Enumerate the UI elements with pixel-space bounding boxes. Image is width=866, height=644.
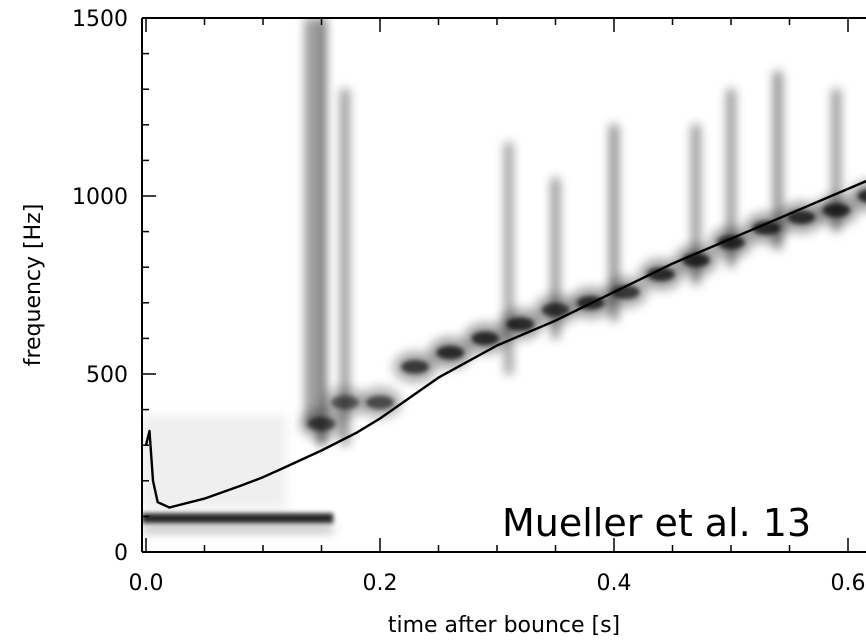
y-tick-label: 1500 [72, 7, 128, 32]
vertical-streak [691, 124, 700, 285]
baseline-band [142, 513, 334, 524]
ridge-blob [857, 189, 866, 203]
vertical-streak [551, 178, 560, 339]
ridge-blob [401, 359, 430, 374]
x-tick-label: 0.4 [597, 571, 632, 596]
y-tick-label: 1000 [72, 185, 128, 210]
vertical-streak [727, 89, 735, 268]
ridge-blob [646, 267, 675, 282]
citation-annotation: Mueller et al. 13 [502, 501, 811, 545]
ridge-blob [436, 345, 465, 360]
ridge-blob [752, 221, 781, 236]
early-haze-stripe [142, 502, 287, 509]
axes: 0.0 0.2 0.4 0.6 0 500 1000 1500 [72, 7, 866, 596]
ridge-blob [681, 253, 710, 268]
frequency-curve [144, 179, 866, 509]
early-haze-stripe [142, 494, 287, 501]
vertical-streak [832, 89, 841, 232]
ridge-blob [307, 416, 336, 431]
early-haze-stripe [142, 423, 287, 430]
x-tick-label: 0.2 [363, 571, 398, 596]
ridge-blob [366, 395, 394, 410]
vertical-streak [504, 142, 513, 374]
ridge-blob [822, 203, 851, 218]
y-tick-label: 500 [86, 363, 128, 388]
early-haze-stripe [142, 431, 287, 438]
x-axis-label: time after bounce [s] [388, 613, 620, 638]
early-haze-stripe [142, 470, 287, 477]
power-map [142, 18, 866, 533]
x-tick-label: 0.0 [129, 571, 164, 596]
early-haze-stripe [142, 447, 287, 454]
early-haze-stripe [142, 416, 287, 423]
vertical-streak [610, 124, 618, 321]
early-haze-stripe [142, 478, 287, 485]
early-haze-stripe [142, 463, 287, 469]
ridge-blob [506, 317, 535, 332]
ridge-blob [330, 395, 359, 410]
vertical-streak [340, 89, 349, 446]
ridge-blob [717, 235, 745, 250]
y-tick-label: 0 [114, 541, 128, 566]
y-axis-label: frequency [Hz] [21, 204, 46, 367]
early-haze-stripe [142, 486, 287, 493]
ridge-blob [471, 331, 500, 346]
frequency-curve-layer [144, 179, 866, 509]
x-tick-label: 0.6 [831, 571, 866, 596]
vertical-streak [773, 71, 782, 250]
ridge-blob [541, 302, 570, 317]
vertical-streak [305, 18, 314, 428]
ridge-blob [787, 210, 816, 225]
power-ridge [142, 189, 866, 524]
vertical-streak [317, 18, 326, 446]
early-haze-stripe [142, 455, 287, 462]
baseline-band-shadow [142, 526, 334, 533]
early-haze-stripe [142, 439, 287, 446]
